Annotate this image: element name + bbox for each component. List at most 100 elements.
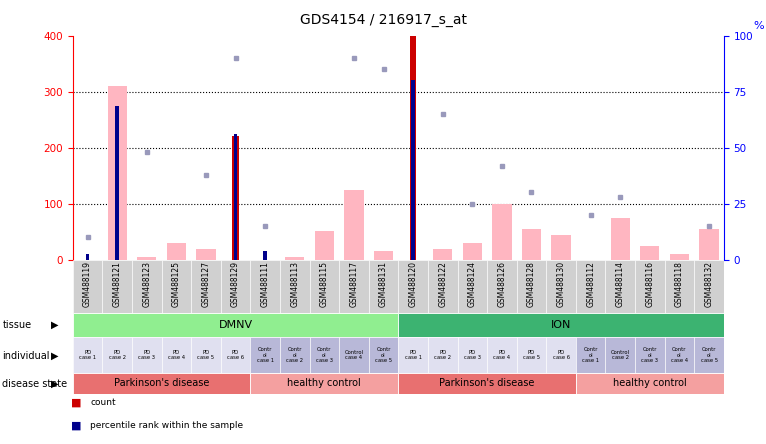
Bar: [699, 229, 719, 260]
Text: GSM488126: GSM488126: [497, 262, 506, 307]
Text: PD
case 3: PD case 3: [463, 350, 481, 361]
Bar: [411, 80, 415, 260]
Bar: [167, 243, 186, 260]
Bar: [103, 337, 132, 373]
Bar: [264, 251, 267, 260]
Bar: [398, 313, 724, 337]
Text: GSM488119: GSM488119: [83, 262, 92, 307]
Bar: [280, 337, 309, 373]
Text: PD
case 4: PD case 4: [168, 350, 185, 361]
Bar: [132, 337, 162, 373]
Bar: [487, 337, 517, 373]
Text: DMNV: DMNV: [218, 320, 253, 330]
Bar: [137, 257, 156, 260]
Text: GSM488115: GSM488115: [320, 262, 329, 307]
Bar: [315, 230, 334, 260]
Bar: [132, 260, 162, 313]
Bar: [576, 337, 605, 373]
Bar: [192, 260, 221, 313]
Text: Contr
ol
case 2: Contr ol case 2: [286, 347, 303, 363]
Text: GSM488132: GSM488132: [705, 262, 714, 307]
Text: individual: individual: [2, 351, 50, 361]
Bar: [398, 260, 428, 313]
Bar: [368, 337, 398, 373]
Bar: [665, 260, 694, 313]
Bar: [250, 337, 280, 373]
Text: PD
case 6: PD case 6: [552, 350, 570, 361]
Bar: [522, 229, 541, 260]
Text: Parkinson's disease: Parkinson's disease: [440, 378, 535, 388]
Text: ▶: ▶: [51, 320, 59, 330]
Text: %: %: [753, 21, 764, 31]
Text: disease state: disease state: [2, 379, 67, 389]
Bar: [694, 337, 724, 373]
Bar: [234, 134, 237, 260]
Text: Contr
ol
case 3: Contr ol case 3: [316, 347, 333, 363]
Text: PD
case 1: PD case 1: [79, 350, 96, 361]
Bar: [221, 337, 250, 373]
Text: GSM488124: GSM488124: [468, 262, 476, 307]
Text: GSM488130: GSM488130: [557, 262, 565, 307]
Bar: [250, 373, 398, 394]
Bar: [280, 260, 309, 313]
Bar: [640, 246, 660, 260]
Text: count: count: [90, 398, 116, 407]
Bar: [344, 190, 364, 260]
Bar: [86, 254, 90, 260]
Bar: [162, 337, 192, 373]
Text: GSM488131: GSM488131: [379, 262, 388, 307]
Bar: [73, 313, 398, 337]
Bar: [73, 260, 103, 313]
Bar: [463, 243, 482, 260]
Bar: [73, 337, 103, 373]
Text: Contr
ol
case 5: Contr ol case 5: [701, 347, 718, 363]
Bar: [694, 260, 724, 313]
Text: Contr
ol
case 1: Contr ol case 1: [257, 347, 273, 363]
Text: PD
case 1: PD case 1: [404, 350, 421, 361]
Text: PD
case 2: PD case 2: [434, 350, 451, 361]
Bar: [232, 136, 239, 260]
Bar: [487, 260, 517, 313]
Text: Contr
ol
case 5: Contr ol case 5: [375, 347, 392, 363]
Bar: [410, 36, 417, 260]
Bar: [552, 234, 571, 260]
Bar: [635, 260, 665, 313]
Bar: [221, 260, 250, 313]
Bar: [250, 260, 280, 313]
Text: ■: ■: [71, 397, 82, 408]
Bar: [457, 337, 487, 373]
Bar: [576, 260, 605, 313]
Bar: [309, 260, 339, 313]
Bar: [196, 249, 215, 260]
Text: GSM488125: GSM488125: [172, 262, 181, 307]
Text: Contr
ol
case 4: Contr ol case 4: [671, 347, 688, 363]
Text: healthy control: healthy control: [287, 378, 362, 388]
Bar: [162, 260, 192, 313]
Bar: [339, 260, 368, 313]
Bar: [517, 337, 546, 373]
Bar: [192, 337, 221, 373]
Text: GSM488123: GSM488123: [142, 262, 151, 307]
Text: GSM488129: GSM488129: [231, 262, 240, 307]
Bar: [116, 106, 119, 260]
Text: tissue: tissue: [2, 320, 31, 330]
Bar: [107, 86, 127, 260]
Text: Control
case 2: Control case 2: [611, 350, 630, 361]
Text: PD
case 3: PD case 3: [138, 350, 155, 361]
Bar: [339, 337, 368, 373]
Bar: [517, 260, 546, 313]
Bar: [611, 218, 630, 260]
Text: Contr
ol
case 3: Contr ol case 3: [641, 347, 659, 363]
Bar: [605, 337, 635, 373]
Text: Parkinson's disease: Parkinson's disease: [114, 378, 209, 388]
Text: GSM488127: GSM488127: [201, 262, 211, 307]
Text: percentile rank within the sample: percentile rank within the sample: [90, 421, 244, 430]
Text: GSM488116: GSM488116: [646, 262, 654, 307]
Text: GSM488111: GSM488111: [260, 262, 270, 307]
Text: GSM488112: GSM488112: [586, 262, 595, 307]
Bar: [576, 373, 724, 394]
Bar: [398, 373, 576, 394]
Bar: [546, 260, 576, 313]
Text: PD
case 5: PD case 5: [523, 350, 540, 361]
Text: Control
case 4: Control case 4: [345, 350, 363, 361]
